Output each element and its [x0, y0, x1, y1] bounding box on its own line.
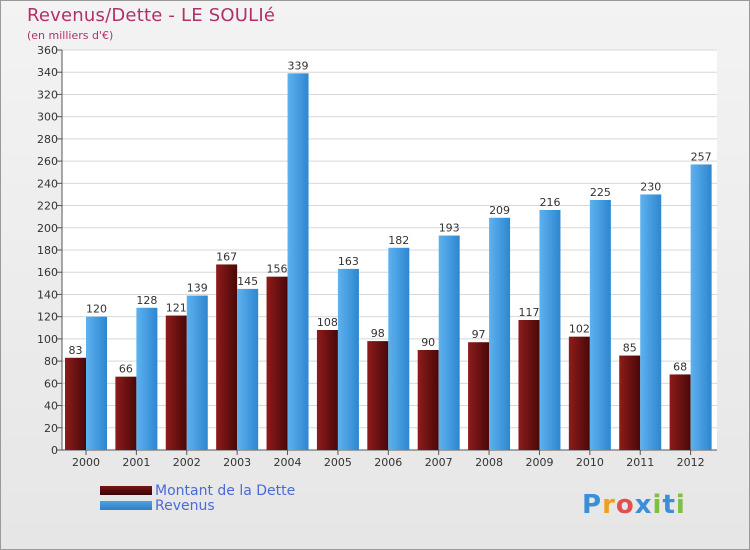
y-tick-label: 160 — [37, 266, 58, 279]
bar-revenue — [640, 194, 662, 450]
bar-revenue-value-label: 193 — [439, 222, 460, 235]
x-tick-label: 2003 — [223, 456, 251, 469]
bar-debt — [165, 315, 187, 450]
x-tick-label: 2004 — [274, 456, 302, 469]
bar-revenue-value-label: 216 — [539, 196, 560, 209]
bar-debt-value-label: 121 — [166, 302, 187, 315]
x-tick-label: 2000 — [72, 456, 100, 469]
bar-revenue — [489, 217, 511, 450]
x-tick-label: 2009 — [525, 456, 553, 469]
bar-revenue — [186, 295, 208, 450]
logo-letter: t — [662, 490, 676, 520]
x-tick-label: 2011 — [626, 456, 654, 469]
bar-revenue — [589, 200, 611, 450]
bar-revenue — [287, 73, 309, 450]
y-tick-label: 240 — [37, 177, 58, 190]
logo-letter: o — [615, 490, 635, 520]
bar-debt — [316, 330, 338, 450]
y-tick-label: 280 — [37, 133, 58, 146]
bar-debt-value-label: 117 — [518, 306, 539, 319]
bar-debt-value-label: 90 — [421, 336, 435, 349]
bar-debt-value-label: 83 — [69, 344, 83, 357]
bar-revenue-value-label: 339 — [288, 59, 309, 72]
legend-swatch-debt — [100, 486, 152, 495]
bar-revenue-value-label: 139 — [187, 282, 208, 295]
chart-subtitle: (en milliers d'€) — [27, 29, 114, 42]
y-tick-label: 360 — [37, 44, 58, 57]
bar-debt — [417, 350, 439, 450]
bar-revenue-value-label: 182 — [388, 234, 409, 247]
logo-letter: r — [602, 490, 616, 520]
bar-revenue-value-label: 128 — [136, 294, 157, 307]
y-tick-label: 220 — [37, 200, 58, 213]
bar-debt — [367, 341, 389, 450]
bar-debt — [669, 374, 691, 450]
bar-revenue — [237, 288, 259, 450]
bar-revenue-value-label: 163 — [338, 255, 359, 268]
bar-revenue-value-label: 257 — [691, 150, 712, 163]
bar-revenue-value-label: 145 — [237, 275, 258, 288]
bar-revenue — [438, 235, 460, 450]
x-tick-label: 2006 — [374, 456, 402, 469]
bar-debt — [65, 357, 86, 450]
x-tick-label: 2010 — [576, 456, 604, 469]
bar-revenue-value-label: 230 — [640, 180, 661, 193]
logo-letter: x — [634, 490, 653, 520]
y-tick-label: 140 — [37, 288, 58, 301]
logo-letter: i — [675, 490, 686, 520]
y-tick-label: 320 — [37, 88, 58, 101]
logo-letter: P — [582, 490, 603, 520]
bar-debt-value-label: 85 — [623, 342, 637, 355]
x-tick-label: 2002 — [173, 456, 201, 469]
proxiti-logo: Proxiti — [582, 490, 686, 520]
y-tick-label: 20 — [44, 422, 58, 435]
bar-debt-value-label: 97 — [472, 328, 486, 341]
bar-debt — [216, 264, 238, 450]
y-tick-label: 40 — [44, 400, 58, 413]
bar-debt — [115, 376, 137, 450]
bar-debt-value-label: 156 — [267, 263, 288, 276]
bar-revenue — [86, 316, 107, 450]
bar-debt — [568, 336, 590, 450]
x-tick-label: 2007 — [425, 456, 453, 469]
y-tick-label: 120 — [37, 311, 58, 324]
y-tick-label: 100 — [37, 333, 58, 346]
y-tick-label: 260 — [37, 155, 58, 168]
bar-revenue — [136, 307, 158, 450]
legend-swatch-revenue — [100, 501, 152, 510]
y-tick-label: 0 — [51, 444, 58, 457]
x-tick-label: 2005 — [324, 456, 352, 469]
chart-title: Revenus/Dette - LE SOULIé — [27, 5, 276, 26]
y-tick-label: 80 — [44, 355, 58, 368]
bar-debt-value-label: 68 — [673, 360, 687, 373]
x-tick-label: 2008 — [475, 456, 503, 469]
bar-debt-value-label: 66 — [119, 363, 133, 376]
bar-revenue — [388, 247, 410, 450]
y-tick-label: 180 — [37, 244, 58, 257]
bar-debt-value-label: 98 — [371, 327, 385, 340]
bar-revenue — [539, 210, 561, 450]
bar-debt-value-label: 108 — [317, 316, 338, 329]
bar-debt — [266, 276, 288, 450]
legend-label-debt: Montant de la Dette — [155, 483, 296, 499]
bar-debt — [619, 355, 641, 450]
bar-debt-value-label: 102 — [569, 323, 590, 336]
bar-debt-value-label: 167 — [216, 250, 237, 263]
bar-debt — [518, 320, 540, 450]
bar-revenue-value-label: 209 — [489, 204, 510, 217]
x-tick-label: 2012 — [677, 456, 705, 469]
y-tick-label: 60 — [44, 377, 58, 390]
bar-debt — [468, 342, 490, 450]
y-tick-label: 200 — [37, 222, 58, 235]
bar-revenue-value-label: 120 — [86, 303, 107, 316]
bar-revenue-value-label: 225 — [590, 186, 611, 199]
bar-revenue — [337, 268, 359, 450]
y-tick-label: 300 — [37, 111, 58, 124]
bar-revenue — [690, 164, 712, 450]
x-tick-label: 2001 — [122, 456, 150, 469]
legend-label-revenue: Revenus — [155, 498, 215, 514]
logo-letter: i — [652, 490, 663, 520]
y-tick-label: 340 — [37, 66, 58, 79]
